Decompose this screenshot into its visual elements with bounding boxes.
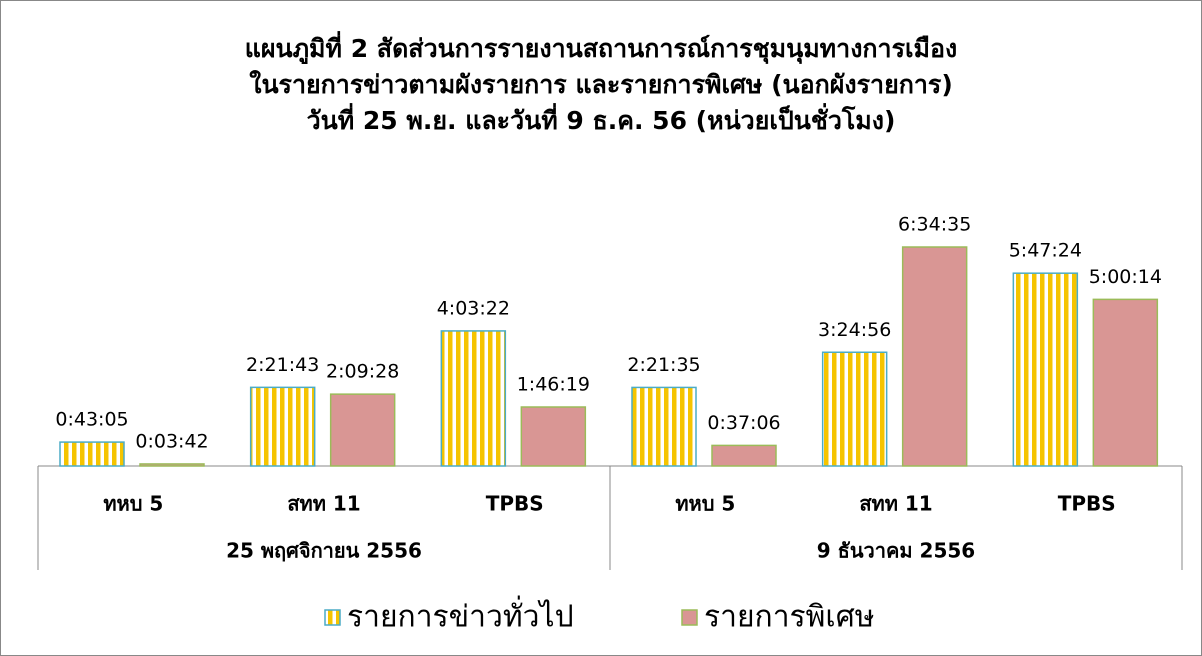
group-label: 25 พฤศจิกายน 2556	[226, 539, 422, 563]
legend-label: รายการพิเศษ	[704, 600, 875, 635]
chart-title: ในรายการข่าวตามผังรายการ และรายการพิเศษ …	[249, 69, 953, 99]
group-label: 9 ธันวาคม 2556	[817, 539, 975, 563]
bar	[59, 441, 125, 467]
data-label: 5:00:14	[1089, 266, 1162, 288]
bar	[440, 330, 507, 467]
data-label: 2:21:43	[246, 354, 319, 376]
bar	[901, 246, 968, 467]
bar	[631, 386, 697, 467]
data-label: 6:34:35	[898, 214, 971, 236]
data-label: 4:03:22	[437, 297, 510, 319]
bar	[711, 444, 777, 467]
data-label: 2:21:35	[627, 354, 700, 376]
legend-label: รายการข่าวทั่วไป	[347, 596, 574, 635]
bar	[1012, 272, 1079, 467]
data-label: 5:47:24	[1009, 240, 1082, 262]
x-tick-label: สทท 11	[287, 492, 360, 516]
bar	[329, 393, 396, 467]
bar	[520, 406, 587, 467]
data-label: 2:09:28	[326, 361, 399, 383]
bar	[821, 351, 888, 467]
x-tick-label: ทหบ 5	[103, 492, 163, 516]
chart-title: แผนภูมิที่ 2 สัดส่วนการรายงานสถานการณ์กา…	[245, 31, 958, 65]
bar	[249, 386, 316, 467]
data-label: 0:37:06	[707, 412, 780, 434]
data-label: 0:43:05	[55, 409, 128, 431]
chart-title: วันที่ 25 พ.ย. และวันที่ 9 ธ.ค. 56 (หน่ว…	[307, 103, 896, 135]
bar	[1092, 298, 1159, 467]
data-label: 3:24:56	[818, 319, 891, 341]
data-label: 1:46:19	[517, 373, 590, 395]
legend-swatch	[681, 609, 698, 626]
x-tick-label: ทหบ 5	[675, 492, 735, 516]
data-label: 0:03:42	[135, 430, 208, 452]
bar	[139, 463, 205, 467]
x-tick-label: TPBS	[486, 492, 544, 516]
x-tick-label: TPBS	[1058, 492, 1116, 516]
legend-swatch	[324, 609, 341, 626]
x-tick-label: สทท 11	[859, 492, 932, 516]
